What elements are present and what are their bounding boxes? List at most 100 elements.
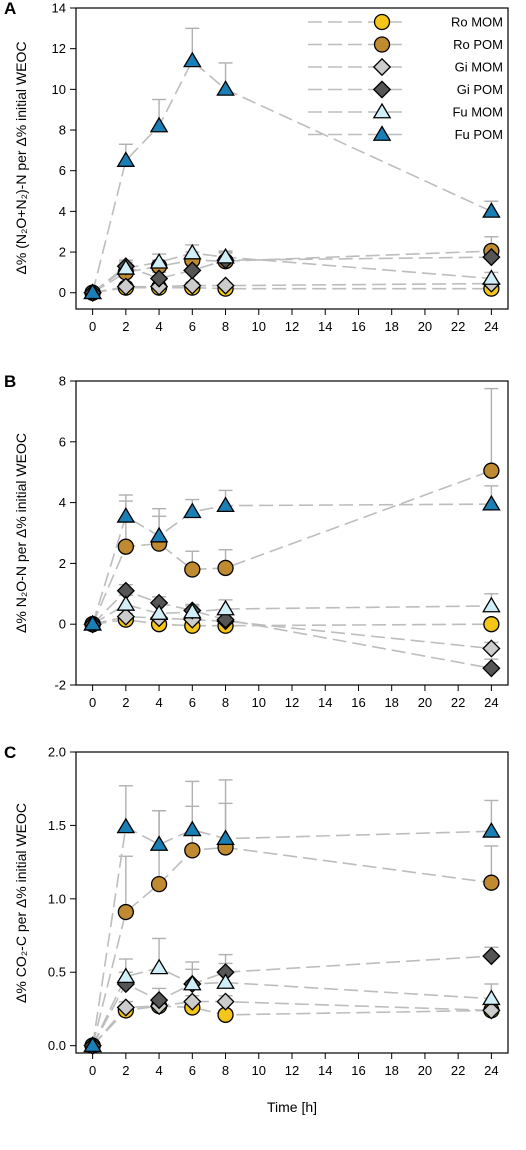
data-point-fu-pom	[149, 835, 169, 851]
y-tick-label: 6	[59, 163, 66, 178]
y-tick-label: 8	[59, 123, 66, 138]
y-tick-label: 8	[59, 374, 66, 389]
data-point-gi-mom	[116, 998, 135, 1017]
x-tick-label: 2	[122, 1063, 129, 1078]
x-tick-label: 12	[285, 1063, 299, 1078]
data-point-fu-mom	[216, 599, 235, 616]
x-tick-label: 10	[252, 695, 266, 710]
data-point-fu-mom	[116, 595, 136, 611]
y-tick-label: 12	[52, 41, 66, 56]
x-tick-label: 18	[384, 1063, 398, 1078]
data-point-fu-pom	[149, 526, 169, 543]
series-line-ro-mom	[92, 1005, 492, 1047]
data-point-ro-pom	[483, 462, 500, 479]
y-tick-label: 10	[52, 82, 66, 97]
x-tick-label: 14	[318, 1063, 332, 1078]
x-tick-label: 16	[351, 319, 365, 334]
x-tick-label: 20	[418, 1063, 432, 1078]
data-point-fu-pom	[482, 494, 501, 511]
x-tick-label: 4	[155, 1063, 162, 1078]
x-tick-label: 24	[484, 319, 498, 334]
data-point-fu-pom	[83, 1036, 102, 1053]
x-tick-label: 6	[189, 319, 196, 334]
data-point-fu-mom	[216, 973, 235, 989]
plot-frame	[75, 7, 509, 310]
y-tick-label: 1.5	[48, 818, 66, 833]
x-tick-label: 12	[285, 695, 299, 710]
series-line-fu-mom	[91, 966, 492, 1047]
data-point-fu-pom	[83, 614, 102, 631]
y-tick-label: 1.0	[48, 891, 66, 906]
data-point-fu-pom	[216, 80, 235, 96]
x-tick-label: 24	[484, 695, 498, 710]
x-tick-label: 0	[89, 1063, 96, 1078]
panel-letter: B	[4, 372, 16, 391]
data-point-fu-mom	[482, 596, 501, 613]
data-point-gi-mom	[116, 607, 135, 626]
data-point-fu-mom	[183, 602, 202, 619]
series-line-fu-pom	[91, 825, 492, 1046]
legend-label-fu-mom: Fu MOM	[452, 105, 503, 120]
x-tick-label: 22	[451, 695, 465, 710]
legend-label-ro-pom: Ro POM	[453, 37, 503, 52]
y-tick-label: 4	[59, 495, 66, 510]
panel-letter: C	[4, 743, 16, 762]
data-point-ro-pom	[483, 874, 500, 891]
y-tick-label: 2	[59, 556, 66, 571]
y-tick-label: 2.0	[48, 745, 66, 760]
x-tick-label: 12	[285, 319, 299, 334]
data-point-ro-pom	[150, 875, 168, 893]
data-point-gi-mom	[116, 277, 135, 296]
data-point-gi-pom	[482, 248, 501, 267]
x-tick-label: 14	[318, 319, 332, 334]
x-tick-label: 18	[384, 319, 398, 334]
data-point-fu-mom	[482, 269, 501, 285]
data-point-fu-pom	[183, 502, 202, 519]
legend-label-gi-mom: Gi MOM	[455, 60, 503, 75]
x-tick-label: 16	[351, 695, 365, 710]
y-tick-label: 6	[59, 434, 66, 449]
plot-area	[83, 387, 501, 678]
x-tick-label: 6	[189, 695, 196, 710]
x-tick-label: 2	[122, 695, 129, 710]
y-tick-label: -2	[54, 678, 66, 693]
x-tick-label: 8	[222, 319, 229, 334]
x-tick-label: 20	[418, 695, 432, 710]
data-point-fu-pom	[183, 51, 202, 68]
legend-label-ro-mom: Ro MOM	[451, 15, 503, 30]
data-point-fu-mom	[149, 604, 169, 620]
x-axis-label: Time [h]	[267, 1099, 317, 1115]
legend: Ro MOM Ro POM Gi MOM Gi POM Fu MOM Fu POM	[308, 13, 503, 142]
legend-marker-fu-mom	[372, 102, 392, 119]
x-tick-label: 22	[451, 319, 465, 334]
series-line-gi-pom	[91, 955, 492, 1047]
data-point-fu-pom	[216, 496, 235, 513]
panel-letter: A	[4, 0, 16, 18]
data-point-fu-mom	[149, 958, 169, 975]
data-point-ro-pom	[217, 559, 234, 577]
data-point-fu-pom	[83, 283, 102, 300]
x-tick-label: 24	[484, 1063, 498, 1078]
x-tick-label: 0	[89, 319, 96, 334]
data-point-fu-pom	[482, 822, 501, 838]
y-tick-label: 2	[59, 245, 66, 260]
data-point-fu-pom	[149, 116, 169, 133]
legend-label-gi-pom: Gi POM	[457, 82, 503, 97]
legend-marker-fu-pom	[372, 125, 392, 141]
x-tick-label: 16	[351, 1063, 365, 1078]
data-point-fu-mom	[116, 259, 136, 275]
series-line-fu-mom	[92, 252, 492, 294]
data-point-ro-pom	[184, 842, 201, 859]
y-tick-label: 0	[59, 285, 66, 300]
data-point-gi-mom	[482, 639, 501, 658]
y-tick-label: 0	[59, 617, 66, 632]
data-point-gi-mom	[216, 276, 235, 295]
series-line-fu-pom	[91, 503, 492, 625]
x-tick-label: 10	[252, 1063, 266, 1078]
data-point-gi-pom	[149, 269, 169, 288]
data-point-fu-mom	[149, 252, 169, 269]
y-axis-label: Δ% (N₂O+N₂)-N per Δ% initial WEOC	[13, 42, 29, 275]
x-tick-label: 4	[155, 695, 162, 710]
